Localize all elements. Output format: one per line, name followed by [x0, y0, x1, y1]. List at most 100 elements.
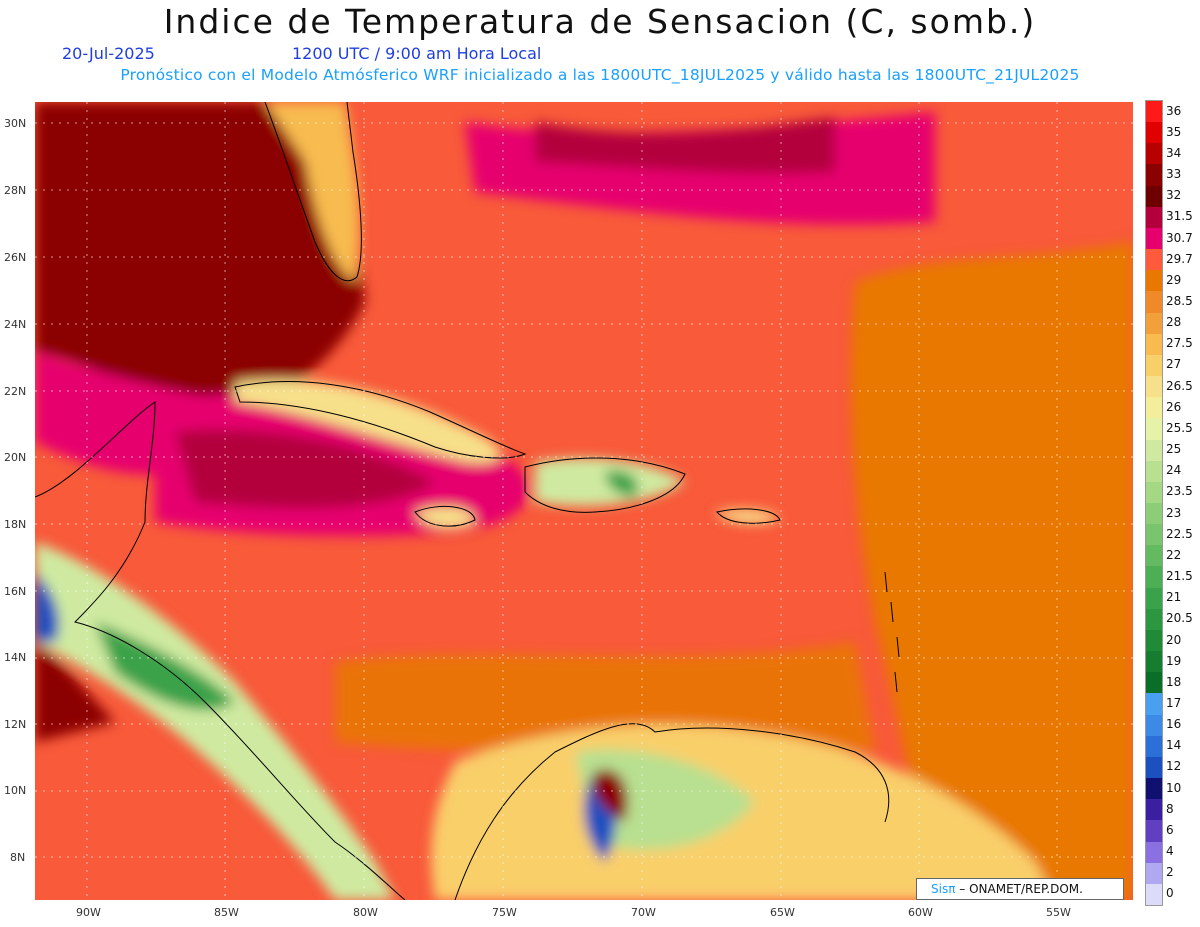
legend-swatch	[1146, 629, 1162, 652]
legend-swatch	[1146, 227, 1162, 250]
lat-label: 18N	[4, 518, 27, 531]
legend-level-label: 10	[1166, 780, 1182, 795]
legend-swatch	[1146, 672, 1162, 694]
legend-swatch	[1146, 566, 1162, 589]
valid-time: 1200 UTC / 9:00 am Hora Local	[292, 44, 542, 63]
legend-level-label: 2	[1166, 865, 1174, 880]
legend-level-label: 16	[1166, 717, 1182, 732]
legend-swatch	[1146, 481, 1162, 504]
legend-level-label: 25	[1166, 442, 1182, 457]
map-title: Indice de Temperatura de Sensacion (C, s…	[163, 2, 1037, 41]
lesser-antilles-coastline	[884, 571, 900, 693]
western-caribbean-core	[175, 429, 435, 508]
legend-level-label: 17	[1166, 696, 1182, 710]
legend-swatch	[1146, 841, 1162, 864]
model-description: Pronóstico con el Modelo Atmósferico WRF…	[120, 66, 1080, 84]
jamaica-coastline	[414, 506, 476, 527]
legend-swatch	[1146, 122, 1162, 144]
legend-swatch	[1146, 714, 1162, 737]
legend-swatch	[1146, 185, 1162, 208]
legend-swatch	[1146, 418, 1162, 441]
lat-label: 16N	[4, 585, 27, 598]
cordillera-central	[605, 470, 638, 497]
legend-swatch	[1146, 883, 1162, 906]
lat-label: 30N	[4, 117, 27, 130]
legend-swatch	[1146, 291, 1162, 314]
legend-level-label: 26	[1166, 399, 1182, 414]
legend-level-label: 22	[1166, 547, 1182, 562]
atlantic-warm-zone	[851, 242, 1133, 900]
forecast-date: 20-Jul-2025	[62, 44, 155, 63]
lat-label: 26N	[4, 251, 27, 264]
legend-level-label: 34	[1166, 145, 1182, 160]
credit-box: Sisπ – ONAMET/REP.DOM.	[916, 878, 1124, 900]
legend-swatch	[1146, 333, 1162, 356]
legend-level-label: 30.7	[1166, 230, 1193, 245]
lat-label: 10N	[4, 784, 27, 797]
legend-level-label: 4	[1166, 844, 1174, 859]
heat-index-map	[35, 102, 1133, 900]
florida-land	[265, 102, 360, 282]
florida-coastline	[264, 102, 362, 282]
legend-level-label: 19	[1166, 653, 1182, 668]
legend-level-label: 6	[1166, 822, 1174, 837]
lat-label: 12N	[4, 718, 27, 731]
puerto-rico-land	[715, 509, 780, 524]
south-america-coastline	[454, 723, 890, 900]
legend-level-label: 21	[1166, 590, 1182, 605]
legend-swatch	[1146, 651, 1162, 673]
legend-level-label: 22.5	[1166, 526, 1193, 541]
sispi-logo: Sisπ	[931, 882, 956, 896]
legend-swatch	[1146, 101, 1162, 123]
legend-level-label: 20	[1166, 632, 1182, 647]
legend-level-label: 28.5	[1166, 294, 1193, 308]
legend-swatch	[1146, 820, 1162, 843]
legend-swatch	[1146, 143, 1162, 165]
lat-label: 8N	[10, 851, 26, 864]
lon-label: 55W	[1046, 906, 1071, 919]
legend-swatch	[1146, 460, 1162, 483]
lon-label: 65W	[770, 906, 795, 919]
legend-level-label: 28	[1166, 315, 1182, 330]
legend-level-label: 29	[1166, 272, 1182, 287]
legend-swatch	[1146, 397, 1162, 419]
legend-swatch	[1146, 354, 1162, 377]
legend-swatch	[1146, 693, 1162, 716]
legend-level-label: 20.5	[1166, 611, 1193, 626]
honduras-highlands	[95, 622, 235, 711]
legend-level-label: 26.5	[1166, 378, 1193, 393]
gulf-of-mexico-field	[35, 102, 365, 412]
cuba-land	[235, 379, 501, 463]
pacific-hot-core	[35, 642, 115, 742]
legend-level-label: 8	[1166, 801, 1174, 816]
hispaniola-coastline	[524, 457, 686, 513]
lon-label: 90W	[76, 906, 101, 919]
legend-level-label: 32	[1166, 188, 1182, 203]
color-scale-legend	[1145, 100, 1163, 906]
legend-level-label: 35	[1166, 124, 1182, 139]
organization-label: – ONAMET/REP.DOM.	[959, 882, 1083, 896]
legend-level-label: 27	[1166, 357, 1182, 372]
legend-level-label: 25.5	[1166, 420, 1193, 435]
legend-level-label: 36	[1166, 103, 1182, 118]
legend-level-label: 0	[1166, 886, 1174, 901]
legend-swatch	[1146, 608, 1162, 631]
lon-label: 75W	[492, 906, 517, 919]
legend-level-label: 23.5	[1166, 484, 1193, 499]
legend-swatch	[1146, 587, 1162, 610]
legend-level-label: 33	[1166, 167, 1182, 182]
legend-swatch	[1146, 439, 1162, 462]
legend-level-label: 18	[1166, 674, 1182, 689]
legend-swatch	[1146, 376, 1162, 398]
lon-label: 85W	[214, 906, 239, 919]
lon-label: 80W	[353, 906, 378, 919]
lon-label: 60W	[908, 906, 933, 919]
legend-level-label: 31.5	[1166, 209, 1193, 224]
lat-label: 22N	[4, 385, 27, 398]
legend-swatch	[1146, 735, 1162, 758]
legend-swatch	[1146, 312, 1162, 335]
legend-level-label: 27.5	[1166, 336, 1193, 351]
legend-swatch	[1146, 164, 1162, 187]
maracaibo-hot-core	[592, 769, 628, 822]
legend-swatch	[1146, 503, 1162, 525]
